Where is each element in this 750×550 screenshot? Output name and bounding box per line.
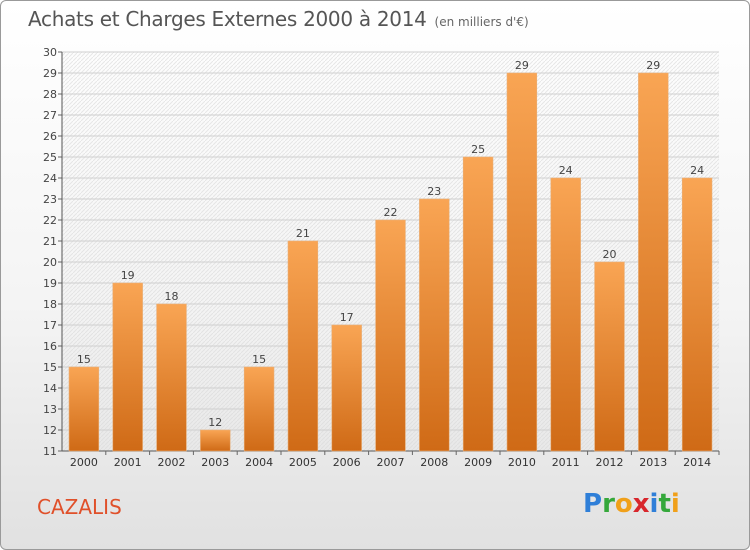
y-tick-label: 20	[43, 256, 57, 269]
y-tick-label: 28	[43, 88, 57, 101]
y-tick-label: 12	[43, 424, 57, 437]
x-tick-label: 2010	[508, 456, 536, 469]
bar	[506, 72, 538, 452]
data-label: 20	[603, 248, 617, 261]
chart-title-text: Achats et Charges Externes 2000 à 2014	[28, 7, 427, 31]
chart-title: Achats et Charges Externes 2000 à 2014 (e…	[28, 7, 529, 31]
data-label: 18	[165, 290, 179, 303]
data-label: 29	[515, 59, 529, 72]
x-tick-label: 2006	[333, 456, 361, 469]
y-tick-label: 25	[43, 151, 57, 164]
y-tick-label: 17	[43, 319, 57, 332]
x-tick-label: 2012	[596, 456, 624, 469]
y-tick-label: 14	[43, 382, 57, 395]
logo-letter: r	[602, 489, 615, 519]
y-tick-label: 30	[43, 46, 57, 59]
y-tick-label: 21	[43, 235, 57, 248]
y-tick-label: 22	[43, 214, 57, 227]
plot-area: 11 12 13 14 15 16 17 18 19 20 21 22 23 24 25 26 27 28 29 30…	[43, 46, 720, 469]
data-label: 17	[340, 311, 354, 324]
x-tick-label: 2002	[158, 456, 186, 469]
bar	[68, 366, 100, 452]
y-tick-label: 15	[43, 361, 57, 374]
y-tick-label: 13	[43, 403, 57, 416]
x-tick-label: 2011	[552, 456, 580, 469]
x-tick-label: 2005	[289, 456, 317, 469]
x-tick-label: 2003	[201, 456, 229, 469]
bar	[594, 261, 625, 452]
bar	[331, 324, 362, 452]
bar	[156, 303, 187, 452]
x-tick-label: 2001	[114, 456, 142, 469]
bar	[287, 240, 319, 452]
logo-letter: t	[658, 489, 671, 519]
bar	[200, 429, 231, 452]
data-label: 29	[646, 59, 660, 72]
y-tick-label: 26	[43, 130, 57, 143]
y-tick-label: 23	[43, 193, 57, 206]
y-tick-label: 16	[43, 340, 57, 353]
bar	[375, 219, 406, 452]
bar	[112, 282, 143, 452]
bar	[638, 72, 669, 452]
x-tick-label: 2009	[464, 456, 492, 469]
bar	[419, 198, 450, 452]
data-label: 15	[252, 353, 266, 366]
data-label: 19	[121, 269, 135, 282]
data-label: 22	[384, 206, 398, 219]
x-tick-label: 2008	[420, 456, 448, 469]
y-tick-label: 18	[43, 298, 57, 311]
logo-letter: x	[632, 489, 650, 519]
x-tick-label: 2000	[70, 456, 98, 469]
data-label: 25	[471, 143, 485, 156]
data-label: 24	[559, 164, 573, 177]
y-tick-label: 24	[43, 172, 57, 185]
logo-letter: i	[649, 489, 659, 519]
data-label: 23	[427, 185, 441, 198]
y-tick-label: 19	[43, 277, 57, 290]
data-label: 24	[690, 164, 704, 177]
chart-subtitle: (en milliers d'€)	[434, 15, 529, 29]
logo-letter: P	[583, 489, 603, 519]
commune-name: CAZALIS	[37, 495, 122, 519]
bar	[681, 177, 713, 452]
x-tick-label: 2004	[245, 456, 273, 469]
data-label: 12	[208, 416, 222, 429]
logo-letter: o	[614, 489, 633, 519]
proxiti-logo: Proxiti	[583, 489, 680, 519]
x-tick-label: 2014	[683, 456, 711, 469]
bar	[243, 366, 275, 452]
y-tick-label: 11	[43, 445, 57, 458]
bar	[462, 156, 494, 452]
x-tick-label: 2013	[639, 456, 667, 469]
x-tick-label: 2007	[377, 456, 405, 469]
bar	[550, 177, 581, 452]
y-tick-label: 29	[43, 67, 57, 80]
data-label: 15	[77, 353, 91, 366]
logo-letter: i	[670, 489, 680, 519]
y-tick-label: 27	[43, 109, 57, 122]
data-label: 21	[296, 227, 310, 240]
